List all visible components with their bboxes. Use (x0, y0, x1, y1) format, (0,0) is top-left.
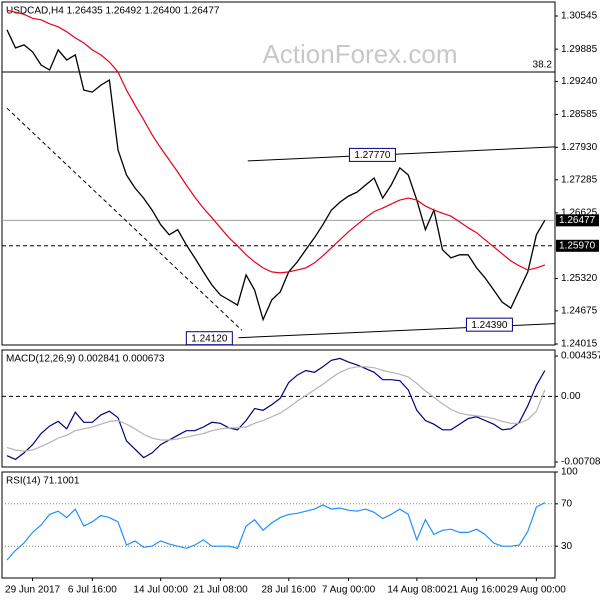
panel-title: USDCAD,H4 1.26435 1.26492 1.26400 1.2647… (6, 6, 220, 17)
price-tag-label: 1.25970 (559, 240, 596, 251)
y-tick-label: 1.28585 (561, 109, 598, 120)
price-tag-label: 1.26477 (559, 215, 596, 226)
y-tick-label: 1.24015 (561, 339, 598, 350)
x-tick-label: 29 Aug 00:00 (507, 585, 566, 596)
y-tick-label: 0.00 (561, 391, 581, 402)
price-tag (556, 239, 599, 252)
x-tick-label: 28 Jul 16:00 (261, 585, 316, 596)
level-box-label: 1.27770 (354, 150, 391, 161)
trendline (247, 146, 556, 162)
x-tick-label: 21 Aug 16:00 (447, 585, 506, 596)
level-box (465, 317, 513, 332)
panel-frame (1, 349, 556, 468)
level-box (348, 147, 396, 162)
level-label: 38.2 (533, 60, 553, 71)
x-tick-label: 7 Aug 00:00 (322, 585, 376, 596)
x-tick-label: 14 Jul 00:00 (133, 585, 188, 596)
y-tick-label: -0.007081 (561, 457, 600, 468)
level-box-label: 1.24390 (471, 320, 508, 331)
panel-frame (1, 471, 556, 579)
x-tick-label: 29 Jun 2017 (5, 585, 60, 596)
y-tick-label: 70 (561, 498, 573, 509)
series-line (6, 9, 546, 274)
y-tick-label: 1.29885 (561, 44, 598, 55)
y-tick-label: 1.24675 (561, 305, 598, 316)
y-tick-label: 0.004357 (561, 351, 600, 362)
y-tick-label: 1.29240 (561, 76, 598, 87)
series-line (6, 366, 546, 452)
level-box-label: 1.24120 (191, 333, 228, 344)
y-tick-label: 1.30545 (561, 11, 598, 22)
x-tick-label: 6 Jul 16:00 (68, 585, 117, 596)
price-tag (556, 214, 599, 227)
series-line (6, 29, 546, 322)
y-tick-label: 1.26625 (561, 208, 598, 219)
x-tick-label: 21 Jul 08:00 (193, 585, 248, 596)
watermark: ActionForex.com (262, 39, 457, 69)
x-tick-label: 14 Aug 08:00 (387, 585, 446, 596)
series-line (6, 357, 546, 461)
series-line (6, 502, 546, 561)
trendline (6, 107, 243, 331)
y-tick-label: 100 (561, 467, 578, 478)
y-tick-label: 1.27930 (561, 142, 598, 153)
y-tick-label: 1.27285 (561, 174, 598, 185)
y-tick-label: 1.25320 (561, 273, 598, 284)
panel-title: MACD(12,26,9) 0.002841 0.000673 (6, 354, 165, 365)
panel-title: RSI(14) 71.1001 (6, 476, 80, 487)
panel-frame (1, 1, 556, 346)
y-tick-label: 30 (561, 541, 573, 552)
level-box (185, 331, 233, 346)
